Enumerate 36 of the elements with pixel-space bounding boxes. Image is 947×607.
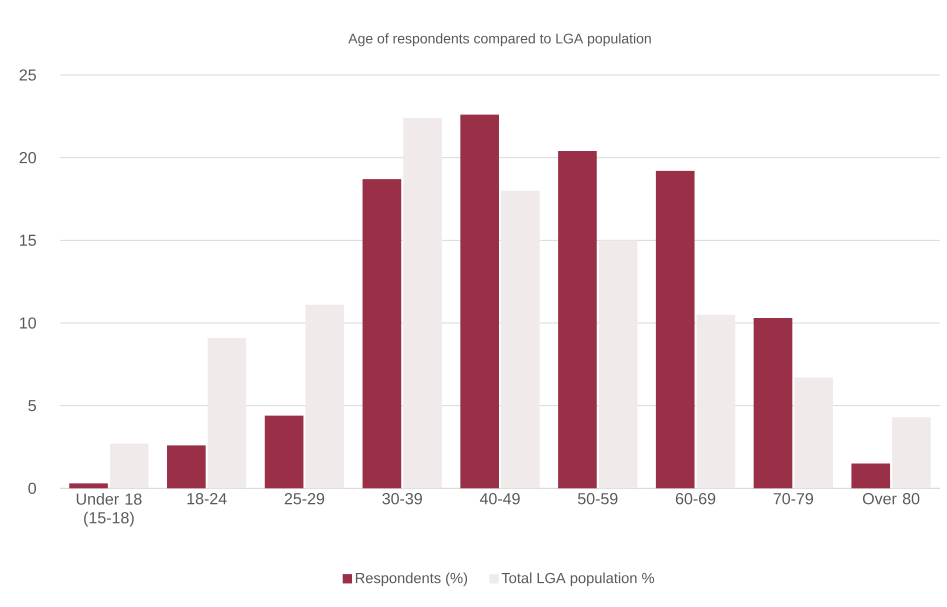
x-tick-label: 30-39 — [382, 493, 422, 504]
x-tick-label: 70-79 — [774, 493, 814, 504]
y-tick-label: 10 — [20, 317, 36, 329]
y-tick-label: 20 — [20, 152, 36, 164]
y-tick-label: 15 — [20, 234, 36, 246]
bar — [460, 114, 499, 488]
bar — [558, 151, 597, 488]
x-tick-label: 50-59 — [578, 493, 618, 504]
bar — [754, 318, 792, 488]
bar — [305, 304, 344, 488]
bar — [892, 417, 931, 488]
bar — [696, 314, 736, 488]
legend-label: Respondents (%) — [356, 572, 468, 586]
bar — [110, 444, 149, 488]
bar — [794, 378, 833, 488]
bar — [264, 416, 304, 488]
bar — [500, 190, 540, 488]
x-tick-label: Under 18 (15-18) — [76, 493, 142, 527]
y-tick-label: 25 — [20, 69, 36, 81]
y-tick-label: 0 — [28, 482, 36, 494]
x-tick-label: 60-69 — [676, 493, 716, 504]
chart-title: Age of respondents compared to LGA population — [348, 33, 651, 46]
y-tick-label: 5 — [28, 400, 36, 412]
x-tick-label: 25-29 — [284, 493, 324, 504]
bar — [69, 483, 108, 488]
x-tick-label: Over 80 — [862, 493, 920, 504]
legend-label: Total LGA population % — [502, 572, 654, 586]
bar — [362, 179, 402, 488]
bar — [403, 118, 442, 488]
bar — [656, 170, 695, 488]
bar — [167, 445, 206, 488]
bar — [598, 240, 638, 488]
x-tick-label: 18-24 — [187, 493, 227, 504]
bar — [851, 464, 890, 488]
x-tick-label: 40-49 — [480, 493, 520, 504]
bar — [208, 338, 246, 488]
